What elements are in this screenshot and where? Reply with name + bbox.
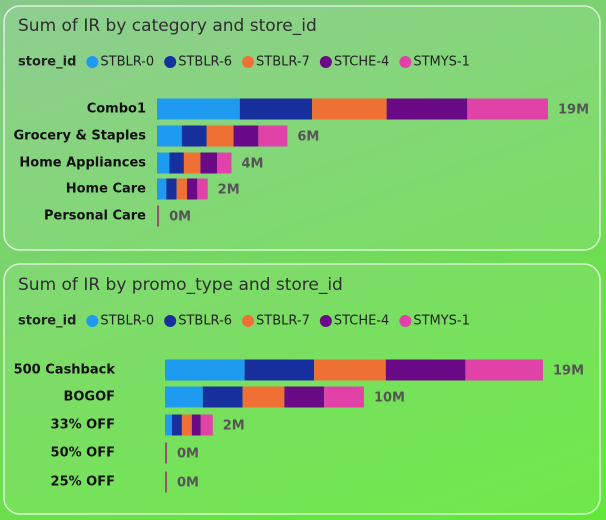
bar-segment [166,442,168,464]
category-label: Home Appliances [19,156,146,171]
bar-segment [284,386,325,408]
bar-segment [157,98,240,120]
bar-segment [165,386,203,408]
legend-label: STBLR-7 [256,314,310,329]
legend-label: STBLR-6 [178,314,232,329]
bar-segment [200,414,213,436]
bar-segment [157,152,170,174]
bar-segment [157,205,158,227]
bar-segment [166,471,167,493]
bar-segment [181,125,207,147]
bar-segment [165,414,172,436]
legend-label: STMYS-1 [413,314,470,329]
total-label: 2M [218,183,240,198]
bar-segment [465,359,543,381]
bar-segment [165,442,166,464]
category-label: Personal Care [44,209,146,224]
panel [3,5,601,251]
legend-marker [399,56,412,68]
legend-marker [86,315,99,327]
bar-segment [258,125,288,147]
legend-label: STCHE-4 [334,314,389,329]
bar-segment [165,359,245,381]
bar-segment [233,125,259,147]
category-label: Home Care [66,182,146,197]
chart-title: Sum of IR by category and store_id [18,16,317,36]
bar-segment [171,414,182,436]
category-label: 33% OFF [51,418,115,433]
bar-segment [165,471,166,493]
legend-marker [242,315,255,327]
bar-segment [181,414,192,436]
bar-segment [244,359,315,381]
bar-segment [166,442,167,464]
bar-segment [158,205,159,227]
bar-segment [158,205,160,227]
chart-title: Sum of IR by promo_type and store_id [18,275,343,295]
bar-segment [157,178,167,200]
bar-segment [242,386,285,408]
bar-segment [165,471,166,493]
bar-segment [239,98,313,120]
bar-segment [166,471,168,493]
bar-segment [165,471,167,493]
bar-segment [216,152,232,174]
bar-segment [467,98,548,120]
total-label: 2M [223,419,245,434]
legend-label: STMYS-1 [413,55,470,70]
legend-marker [399,315,412,327]
legend-label: STCHE-4 [334,55,389,70]
category-label: 500 Cashback [14,363,116,378]
bar-segment [169,152,184,174]
bar-segment [386,98,468,120]
bar-segment [165,442,167,464]
legend-marker [164,56,177,68]
legend-marker [164,315,177,327]
legend-label: STBLR-7 [256,55,310,70]
bar-segment [191,414,201,436]
bar-segment [206,125,234,147]
legend-label: STBLR-0 [100,55,154,70]
bar-segment [314,359,386,381]
legend-marker [242,56,255,68]
bar-segment [157,205,158,227]
bar-segment [183,152,201,174]
total-label: 4M [241,157,263,172]
category-label: Grocery & Staples [14,129,147,144]
category-label: BOGOF [63,390,115,405]
bar-segment [312,98,387,120]
total-label: 0M [177,476,199,491]
category-label: 50% OFF [51,446,115,461]
bar-segment [324,386,364,408]
legend-marker [319,56,332,68]
bar-segment [165,442,166,464]
category-label: Combo1 [87,102,146,117]
legend-marker [319,315,332,327]
total-label: 10M [374,391,405,406]
total-label: 0M [169,210,191,225]
bar-segment [385,359,466,381]
legend-title: store_id [18,314,76,329]
bar-segment [200,152,217,174]
legend-marker [86,56,99,68]
legend-label: STBLR-0 [100,314,154,329]
bar-segment [197,178,208,200]
bar-segment [166,178,177,200]
total-label: 19M [553,364,584,379]
legend-label: STBLR-6 [178,55,232,70]
total-label: 0M [177,447,199,462]
total-label: 6M [297,130,319,145]
bar-segment [176,178,187,200]
bar-segment [202,386,243,408]
total-label: 19M [558,103,589,118]
bar-segment [157,205,159,227]
legend-title: store_id [18,55,76,70]
category-label: 25% OFF [51,475,115,490]
bar-segment [157,125,182,147]
bar-segment [186,178,198,200]
